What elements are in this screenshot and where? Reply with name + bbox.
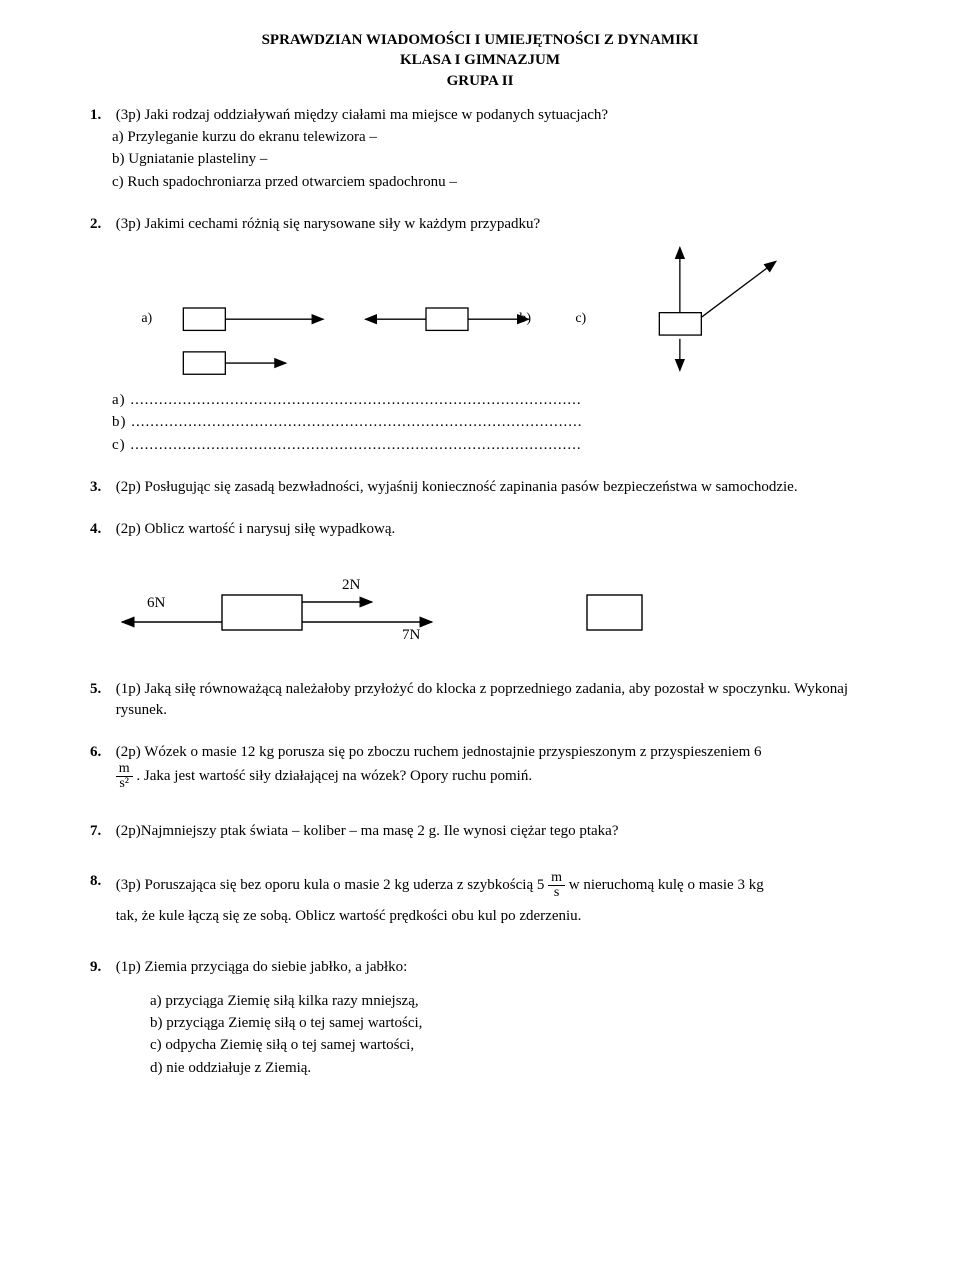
q8-frac-den: s [548, 886, 565, 900]
q9-options: a) przyciąga Ziemię siłą kilka razy mnie… [150, 991, 870, 1078]
q7-number: 7. [90, 821, 112, 841]
q3-number: 3. [90, 477, 112, 497]
svg-text:b): b) [519, 311, 531, 326]
q4-number: 4. [90, 519, 112, 539]
q9-text: (1p) Ziemia przyciąga do siebie jabłko, … [116, 957, 856, 977]
q9-option-c: c) odpycha Ziemię siłą o tej samej warto… [150, 1035, 870, 1055]
question-4: 4. (2p) Oblicz wartość i narysuj siłę wy… [90, 519, 870, 657]
q8-fraction: m s [548, 871, 565, 900]
q6-number: 6. [90, 742, 112, 762]
q6-fraction: m s² [116, 762, 133, 791]
question-3: 3. (2p) Posługując się zasadą bezwładnoś… [90, 477, 870, 497]
q7-text: (2p)Najmniejszy ptak świata – koliber – … [116, 821, 856, 841]
question-2: 2. (3p) Jakimi cechami różnią się naryso… [90, 214, 870, 455]
title-line-2: KLASA I GIMNAZJUM [90, 50, 870, 70]
question-8: 8. (3p) Poruszająca się bez oporu kula o… [90, 871, 870, 926]
question-5: 5. (1p) Jaką siłę równoważącą należałoby… [90, 679, 870, 720]
svg-text:a): a) [141, 311, 152, 326]
question-1: 1. (3p) Jaki rodzaj oddziaływań między c… [90, 105, 870, 192]
q9-option-d: d) nie oddziałuje z Ziemią. [150, 1058, 870, 1078]
svg-text:6N: 6N [147, 595, 166, 611]
q8-body: (3p) Poruszająca się bez oporu kula o ma… [116, 871, 856, 926]
q1-option-b: b) Ugniatanie plasteliny – [112, 149, 870, 169]
question-9: 9. (1p) Ziemia przyciąga do siebie jabłk… [90, 957, 870, 1078]
q2-answers: a) .....................................… [112, 390, 870, 455]
svg-text:c): c) [575, 311, 586, 326]
q6-text-part1: (2p) Wózek o masie 12 kg porusza się po … [116, 744, 762, 760]
title-line-1: SPRAWDZIAN WIADOMOŚCI I UMIEJĘTNOŚCI Z D… [90, 30, 870, 50]
question-7: 7. (2p)Najmniejszy ptak świata – koliber… [90, 821, 870, 841]
q9-option-b: b) przyciąga Ziemię siłą o tej samej war… [150, 1013, 870, 1033]
q8-text-line2: tak, że kule łączą się ze sobą. Oblicz w… [116, 906, 856, 926]
q9-option-a: a) przyciąga Ziemię siłą kilka razy mnie… [150, 991, 870, 1011]
q6-frac-num: m [116, 762, 133, 777]
q2-diagram: a) b) c) [112, 238, 852, 378]
q2-text: (3p) Jakimi cechami różnią się narysowan… [116, 214, 856, 234]
q2-answer-a: a) .....................................… [112, 390, 870, 410]
q6-frac-den: s² [116, 777, 133, 791]
q8-text-part2: w nieruchomą kulę o masie 3 kg [569, 877, 764, 893]
title-line-3: GRUPA II [90, 71, 870, 91]
q2-answer-c: c) .....................................… [112, 435, 870, 455]
q4-text: (2p) Oblicz wartość i narysuj siłę wypad… [116, 519, 856, 539]
svg-text:2N: 2N [342, 577, 361, 593]
q2-diagram-wrapper: a) b) c) [112, 238, 870, 378]
q5-text: (1p) Jaką siłę równoważącą należałoby pr… [116, 679, 856, 720]
question-6: 6. (2p) Wózek o masie 12 kg porusza się … [90, 742, 870, 791]
q6-text-part2: . Jaka jest wartość siły działającej na … [136, 768, 532, 784]
q2-number: 2. [90, 214, 112, 234]
q6-body: (2p) Wózek o masie 12 kg porusza się po … [116, 742, 856, 791]
q1-text: (3p) Jaki rodzaj oddziaływań między ciał… [116, 105, 856, 125]
q8-frac-num: m [548, 871, 565, 886]
q2-answer-b: b) .....................................… [112, 412, 870, 432]
q1-number: 1. [90, 105, 112, 125]
q8-number: 8. [90, 871, 112, 891]
q4-diagram-wrapper: 6N 2N 7N [112, 567, 870, 657]
title-block: SPRAWDZIAN WIADOMOŚCI I UMIEJĘTNOŚCI Z D… [90, 30, 870, 91]
q5-number: 5. [90, 679, 112, 699]
q1-options: a) Przyleganie kurzu do ekranu telewizor… [112, 127, 870, 192]
q9-number: 9. [90, 957, 112, 977]
q1-option-c: c) Ruch spadochroniarza przed otwarciem … [112, 172, 870, 192]
q3-text: (2p) Posługując się zasadą bezwładności,… [116, 477, 856, 497]
svg-text:7N: 7N [402, 627, 421, 643]
q8-text-part1: (3p) Poruszająca się bez oporu kula o ma… [116, 877, 545, 893]
q4-diagram: 6N 2N 7N [112, 567, 672, 657]
q1-option-a: a) Przyleganie kurzu do ekranu telewizor… [112, 127, 870, 147]
